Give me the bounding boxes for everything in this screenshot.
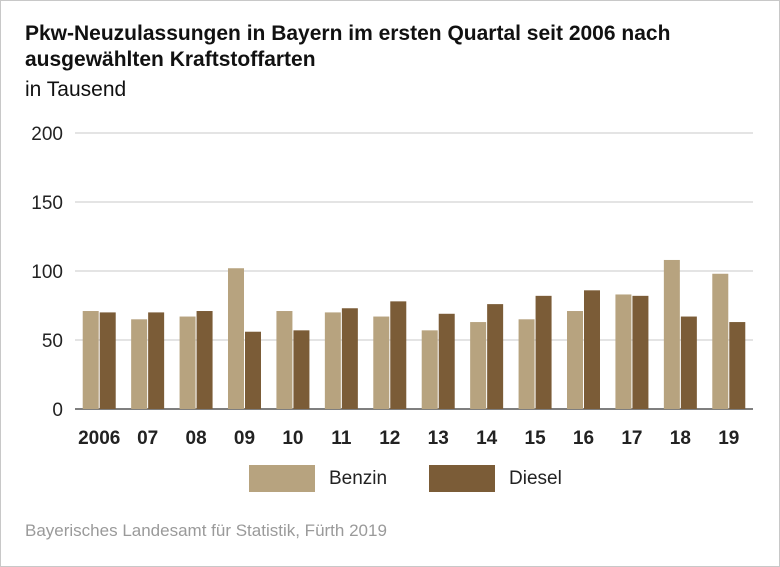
x-tick-label: 11 (331, 428, 352, 449)
bar-benzin-17 (615, 294, 632, 409)
x-tick-label: 12 (379, 428, 400, 449)
x-tick-label: 17 (621, 428, 642, 449)
x-tick-label: 16 (573, 428, 594, 449)
bar-benzin-18 (663, 259, 680, 409)
y-tick-label: 150 (31, 193, 63, 214)
source-note: Bayerisches Landesamt für Statistik, Für… (25, 521, 387, 540)
bar-benzin-08 (179, 316, 196, 409)
legend-label-diesel: Diesel (509, 468, 562, 489)
bar-diesel-16 (584, 290, 600, 409)
x-tick-label: 13 (428, 428, 449, 449)
bar-benzin-07 (131, 319, 148, 409)
chart-title: Pkw-Neuzulassungen in Bayern im ersten Q… (25, 22, 671, 71)
bar-diesel-15 (535, 295, 552, 409)
bar-benzin-14 (470, 322, 487, 409)
bar-benzin-13 (421, 330, 438, 409)
bar-benzin-2006 (82, 311, 99, 409)
x-tick-label: 14 (476, 428, 498, 449)
chart-subtitle: in Tausend (25, 78, 127, 101)
y-tick-label: 50 (42, 331, 63, 352)
bar-diesel-12 (390, 301, 407, 409)
bar-diesel-19 (729, 322, 746, 409)
x-tick-label: 15 (525, 428, 547, 449)
bar-diesel-07 (148, 312, 165, 409)
bar-benzin-12 (373, 316, 390, 409)
bar-diesel-17 (632, 295, 649, 409)
bar-diesel-09 (245, 331, 261, 409)
bar-benzin-10 (276, 311, 293, 409)
legend-swatch-benzin (249, 465, 315, 492)
bar-diesel-14 (487, 304, 504, 409)
y-tick-label: 100 (31, 262, 63, 283)
legend-label-benzin: Benzin (329, 468, 388, 489)
x-tick-label: 09 (234, 428, 255, 449)
x-tick-label: 19 (718, 428, 739, 449)
bar-benzin-19 (712, 273, 729, 409)
y-tick-label: 200 (31, 124, 63, 145)
x-tick-label: 10 (282, 428, 303, 449)
bar-benzin-11 (324, 312, 341, 409)
bar-diesel-10 (293, 330, 310, 409)
bar-benzin-09 (228, 268, 244, 409)
bar-diesel-11 (341, 308, 358, 409)
bar-benzin-16 (567, 311, 583, 409)
x-tick-label: 18 (670, 428, 691, 449)
y-tick-label: 0 (52, 400, 63, 421)
x-tick-label: 2006 (78, 428, 120, 449)
bar-benzin-15 (518, 319, 535, 409)
bar-diesel-13 (438, 313, 455, 409)
bar-chart: 0 50 100 150 200 2006 07 08 09 10 11 12 13 14 15 16 17 18… (31, 124, 753, 449)
bar-diesel-08 (196, 311, 213, 409)
x-tick-label: 08 (186, 428, 207, 449)
bar-diesel-18 (680, 316, 697, 409)
legend-swatch-diesel (429, 465, 495, 492)
x-tick-label: 07 (137, 428, 158, 449)
bar-diesel-2006 (99, 312, 116, 409)
